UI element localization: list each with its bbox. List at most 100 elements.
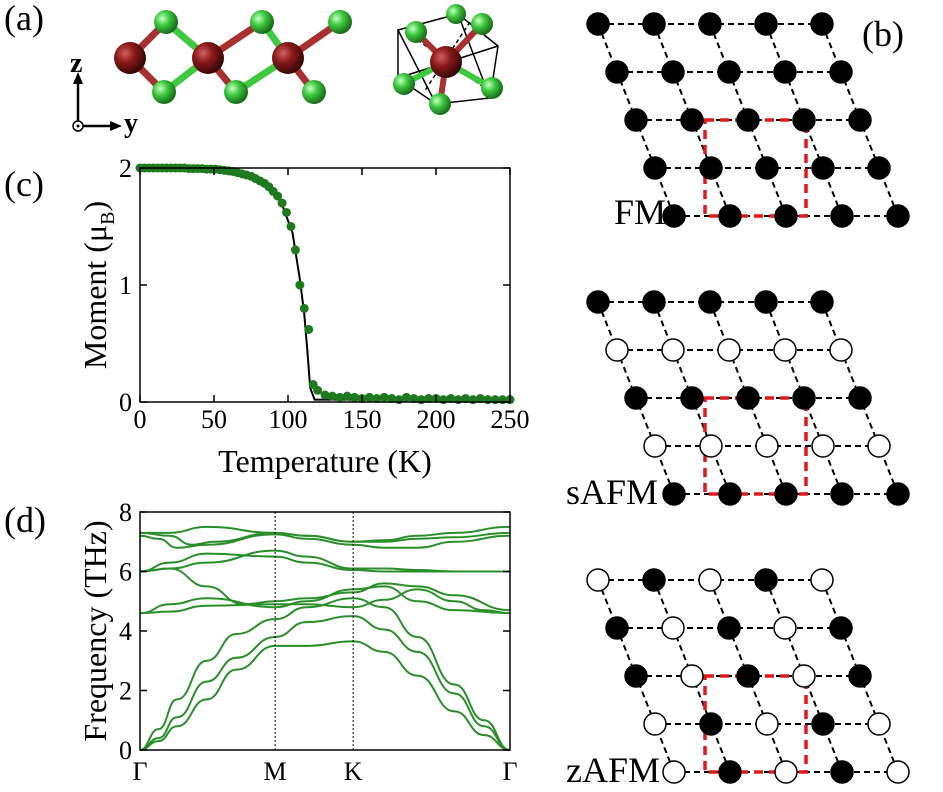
halide-atom bbox=[481, 77, 503, 99]
spin-up-site bbox=[699, 156, 723, 180]
spin-up-site bbox=[811, 156, 835, 180]
crystal-structure-side-view bbox=[114, 10, 352, 104]
phonon-band bbox=[139, 585, 511, 615]
phonon-band bbox=[139, 533, 511, 549]
spin-up-site bbox=[830, 482, 854, 506]
magnetization-chart: 0 50 100 150 200 250 0 1 2 Temperature (K) Momen… bbox=[77, 154, 530, 479]
k-point-label: Γ bbox=[502, 757, 517, 786]
data-point bbox=[342, 391, 352, 401]
high-symmetry-lines bbox=[274, 512, 354, 750]
config-label-fm: FM bbox=[614, 192, 666, 232]
x-tick-label: 250 bbox=[491, 405, 530, 434]
data-point bbox=[475, 393, 485, 403]
spin-up-site bbox=[886, 204, 910, 228]
spin-up-site bbox=[867, 156, 891, 180]
halide-atom bbox=[393, 73, 415, 95]
spin-up-site bbox=[662, 482, 686, 506]
y-tick-label: 4 bbox=[119, 617, 132, 646]
x-tick-label: 50 bbox=[201, 405, 227, 434]
magnetic-configurations bbox=[586, 12, 910, 784]
data-point bbox=[387, 393, 397, 403]
spin-down-site bbox=[717, 338, 741, 362]
spin-up-site bbox=[605, 616, 629, 640]
y-tick-label: 0 bbox=[119, 736, 132, 765]
spin-down-site bbox=[586, 568, 610, 592]
spin-up-site bbox=[718, 760, 742, 784]
data-point bbox=[372, 393, 382, 403]
x-axis-title: Temperature (K) bbox=[218, 443, 432, 479]
phonon-bands bbox=[139, 525, 511, 751]
phonon-band bbox=[139, 640, 511, 751]
halide-atom bbox=[224, 80, 248, 104]
y-tick-label: 1 bbox=[119, 271, 132, 300]
spin-up-site bbox=[755, 156, 779, 180]
data-point bbox=[304, 324, 314, 334]
data-point bbox=[277, 198, 287, 208]
data-points bbox=[135, 163, 515, 405]
axes-indicator: z y bbox=[70, 48, 138, 139]
spin-up-site bbox=[848, 386, 872, 410]
spin-down-site bbox=[810, 568, 834, 592]
data-point bbox=[401, 392, 411, 402]
phonon-band bbox=[139, 597, 511, 751]
lattice-safm bbox=[586, 290, 910, 506]
data-point bbox=[286, 222, 296, 231]
fit-curve bbox=[139, 167, 510, 401]
spin-up-site bbox=[642, 12, 666, 36]
panel-label-c: (c) bbox=[4, 164, 44, 204]
spin-up-site bbox=[642, 290, 666, 314]
y-tick-label: 2 bbox=[119, 677, 132, 706]
spin-down-site bbox=[829, 338, 853, 362]
data-point bbox=[461, 393, 471, 403]
spin-down-site bbox=[755, 712, 779, 736]
spin-up-site bbox=[586, 12, 610, 36]
y-tick-label: 2 bbox=[119, 154, 132, 183]
data-point bbox=[299, 303, 309, 313]
spin-up-site bbox=[848, 664, 872, 688]
data-point bbox=[409, 393, 419, 403]
halide-atom bbox=[154, 10, 178, 34]
data-point bbox=[379, 392, 389, 402]
spin-up-site bbox=[830, 760, 854, 784]
data-point bbox=[364, 392, 374, 402]
data-point bbox=[446, 393, 456, 403]
spin-down-site bbox=[680, 664, 704, 688]
spin-up-site bbox=[736, 386, 760, 410]
phonon-band bbox=[139, 549, 510, 573]
data-point bbox=[424, 393, 434, 403]
spin-up-site bbox=[662, 204, 686, 228]
halide-atom bbox=[250, 10, 274, 34]
data-point bbox=[290, 245, 300, 255]
halide-atom bbox=[429, 93, 451, 115]
x-tick-label: 0 bbox=[134, 405, 147, 434]
spin-up-site bbox=[810, 12, 834, 36]
spin-up-site bbox=[699, 712, 723, 736]
spin-up-site bbox=[736, 664, 760, 688]
spin-up-site bbox=[754, 568, 778, 592]
spin-up-site bbox=[830, 204, 854, 228]
spin-up-site bbox=[792, 108, 816, 132]
spin-up-site bbox=[643, 156, 667, 180]
x-tick-label: 100 bbox=[269, 405, 308, 434]
spin-up-site bbox=[717, 616, 741, 640]
k-point-label: Γ bbox=[132, 757, 147, 786]
z-arrowhead-icon bbox=[73, 72, 83, 84]
data-point bbox=[320, 390, 330, 400]
spin-up-site bbox=[736, 108, 760, 132]
spin-down-site bbox=[867, 712, 891, 736]
spin-up-site bbox=[754, 12, 778, 36]
phonon-band bbox=[139, 552, 510, 573]
spin-up-site bbox=[586, 290, 610, 314]
y-axis-title: Moment (μB) bbox=[77, 201, 119, 369]
spin-down-site bbox=[886, 760, 910, 784]
spin-up-site bbox=[718, 482, 742, 506]
data-point bbox=[282, 207, 292, 217]
y-axis-title: Frequency (THz) bbox=[77, 520, 113, 741]
data-point bbox=[327, 391, 337, 401]
spin-down-site bbox=[792, 664, 816, 688]
spin-down-site bbox=[661, 338, 685, 362]
z-axis-label: z bbox=[70, 48, 82, 79]
phonon-band bbox=[139, 567, 511, 612]
